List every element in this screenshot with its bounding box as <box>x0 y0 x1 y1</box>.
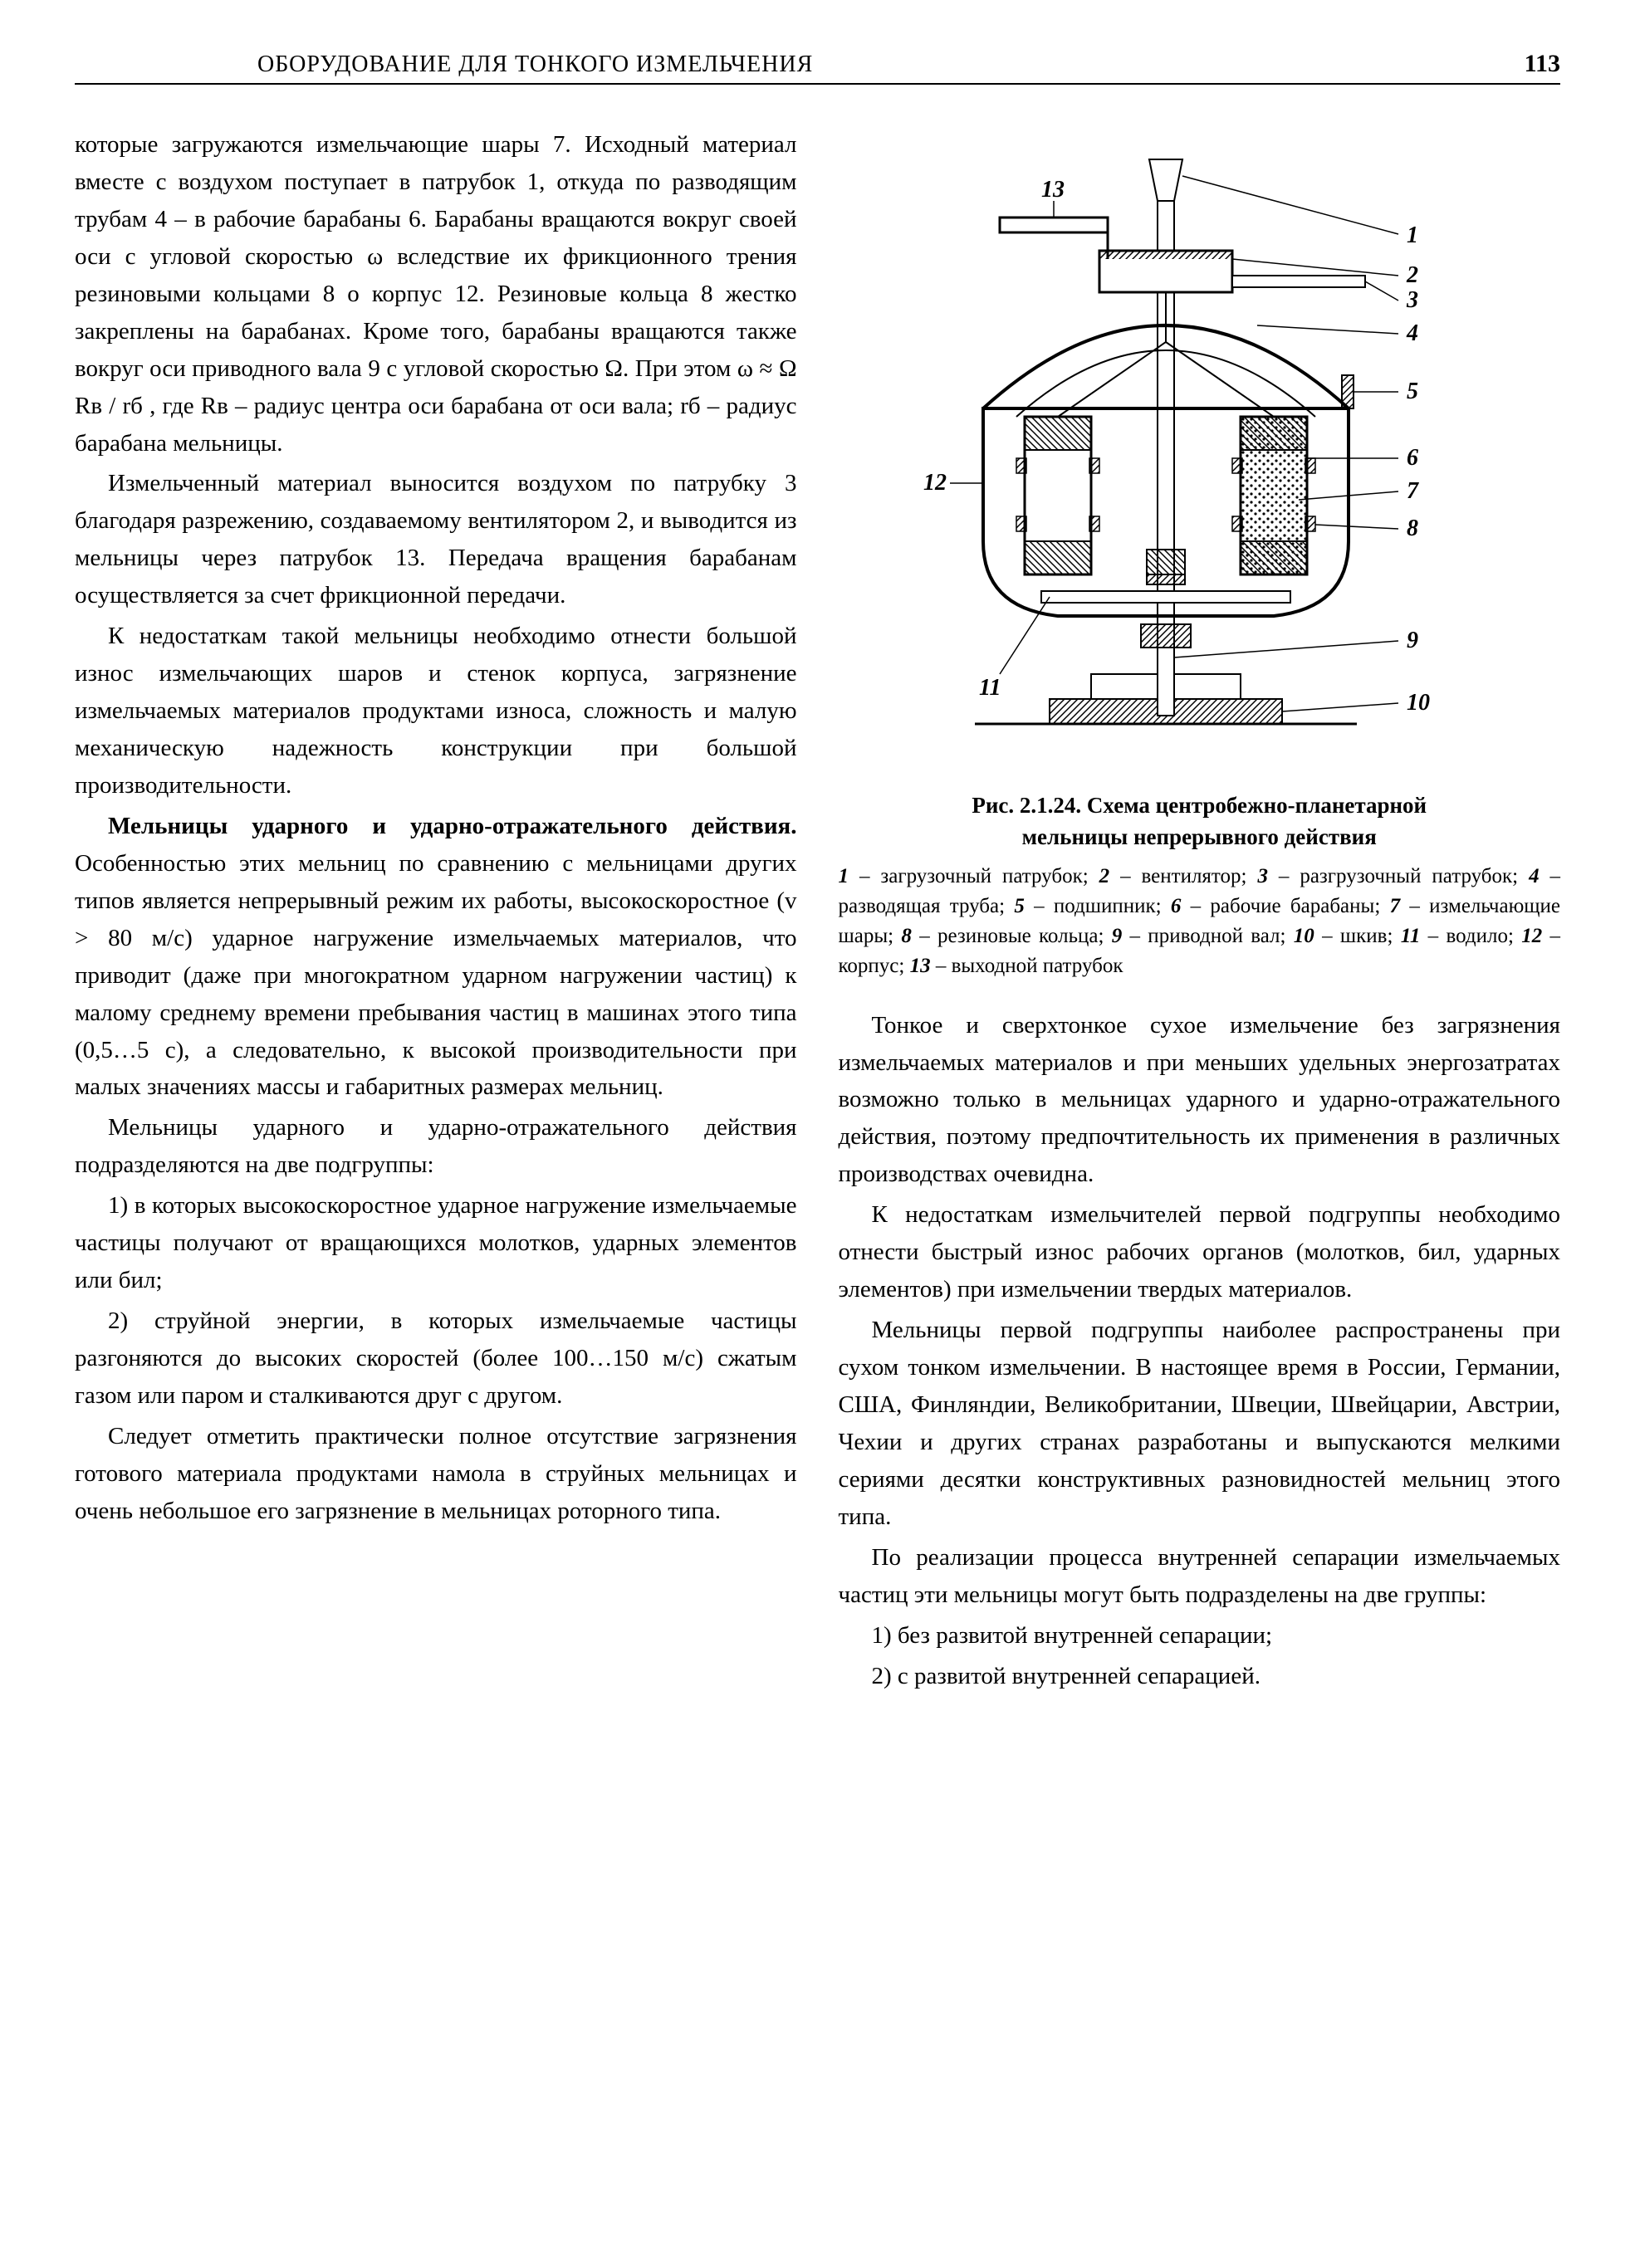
paragraph: К недостаткам такой мельницы необходимо … <box>75 618 797 804</box>
list-item: 1) в которых высокоскоростное ударное на… <box>75 1187 797 1299</box>
figure-drawing: 1 13 2 3 4 5 <box>839 126 1561 774</box>
paragraph: Мельницы ударного и ударно-отражательног… <box>75 1109 797 1184</box>
paragraph: Тонкое и сверхтонкое сухое измельчение б… <box>839 1007 1561 1194</box>
figure-label-12: 12 <box>923 470 947 496</box>
figure-label-6: 6 <box>1407 445 1418 471</box>
paragraph: Следует отметить практически полное отсу… <box>75 1418 797 1530</box>
page-number: 113 <box>1525 50 1560 78</box>
figure-caption-line: Рис. 2.1.24. Схема центробежно-планетарн… <box>972 793 1427 818</box>
paragraph: Измельченный материал выносится воздухом… <box>75 465 797 614</box>
figure-label-8: 8 <box>1407 516 1418 541</box>
figure-label-1: 1 <box>1407 222 1418 248</box>
figure-label-7: 7 <box>1407 478 1419 504</box>
figure-label-2: 2 <box>1406 262 1418 288</box>
figure-label-5: 5 <box>1407 379 1418 404</box>
figure-label-10: 10 <box>1407 690 1430 716</box>
paragraph: которые загружаются измельчающие шары 7.… <box>75 126 797 462</box>
figure-legend: 1 – загрузочный патрубок; 2 – вентилятор… <box>839 862 1561 982</box>
paragraph: По реализации процесса внутренней сепара… <box>839 1539 1561 1614</box>
figure-label-4: 4 <box>1406 320 1418 346</box>
list-item: 2) с развитой внутренней сепарацией. <box>839 1658 1561 1695</box>
paragraph: К недостаткам измельчителей первой подгр… <box>839 1196 1561 1308</box>
running-head: ОБОРУДОВАНИЕ ДЛЯ ТОНКОГО ИЗМЕЛЬЧЕНИЯ <box>257 51 813 78</box>
figure-label-9: 9 <box>1407 628 1418 653</box>
paragraph-rest: Особенностью этих мельниц по сравнению с… <box>75 850 797 1101</box>
paragraph: Мельницы ударного и ударно-отражательног… <box>75 808 797 1107</box>
list-item: 1) без развитой внутренней сепарации; <box>839 1617 1561 1655</box>
figure-caption: Рис. 2.1.24. Схема центробежно-планетарн… <box>839 790 1561 853</box>
figure-label-3: 3 <box>1406 287 1418 313</box>
figure-label-11: 11 <box>979 675 1001 701</box>
mill-schematic-svg: 1 13 2 3 4 5 <box>900 126 1498 774</box>
figure-label-13: 13 <box>1041 177 1065 203</box>
list-item: 2) струйной энергии, в которых измельчае… <box>75 1303 797 1415</box>
page-header: ОБОРУДОВАНИЕ ДЛЯ ТОНКОГО ИЗМЕЛЬЧЕНИЯ 113 <box>75 50 1560 85</box>
figure-2-1-24: 1 13 2 3 4 5 <box>839 126 1561 982</box>
body-columns: которые загружаются измельчающие шары 7.… <box>75 126 1560 1694</box>
run-in-heading: Мельницы ударного и ударно-отражательног… <box>108 813 797 839</box>
paragraph: Мельницы первой подгруппы наиболее распр… <box>839 1312 1561 1536</box>
figure-caption-line: мельницы непрерывного действия <box>1022 824 1377 849</box>
